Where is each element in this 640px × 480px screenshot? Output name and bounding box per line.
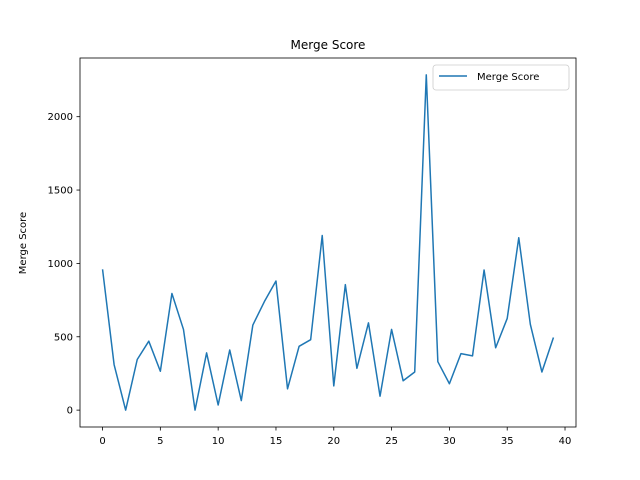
x-tick-label: 40 — [559, 436, 572, 447]
x-tick-label: 35 — [501, 436, 514, 447]
series-line — [101, 74, 555, 411]
plot-frame — [79, 57, 577, 428]
x-tick-label: 15 — [270, 436, 283, 447]
x-tick-label: 10 — [212, 436, 225, 447]
y-axis-label: Merge Score — [18, 212, 29, 274]
y-tick-label: 1000 — [48, 259, 73, 270]
x-tick-label: 0 — [99, 436, 105, 447]
series-layer — [101, 74, 555, 411]
legend: Merge Score — [432, 64, 570, 91]
y-tick-label: 0 — [67, 406, 73, 417]
legend-box — [432, 64, 570, 91]
y-tick-label: 2000 — [48, 112, 73, 123]
x-tick-label: 20 — [327, 436, 340, 447]
legend-label: Merge Score — [477, 72, 539, 83]
y-tick-label: 1500 — [48, 186, 73, 197]
x-tick-label: 5 — [157, 436, 163, 447]
chart-title: Merge Score — [291, 38, 366, 52]
x-tick-label: 25 — [385, 436, 398, 447]
ticks-layer: 0 5 10 15 20 25 30 35 40 0 500 1000 1500 2000 — [48, 112, 572, 447]
y-tick-label: 500 — [54, 332, 73, 343]
x-tick-label: 30 — [443, 436, 456, 447]
